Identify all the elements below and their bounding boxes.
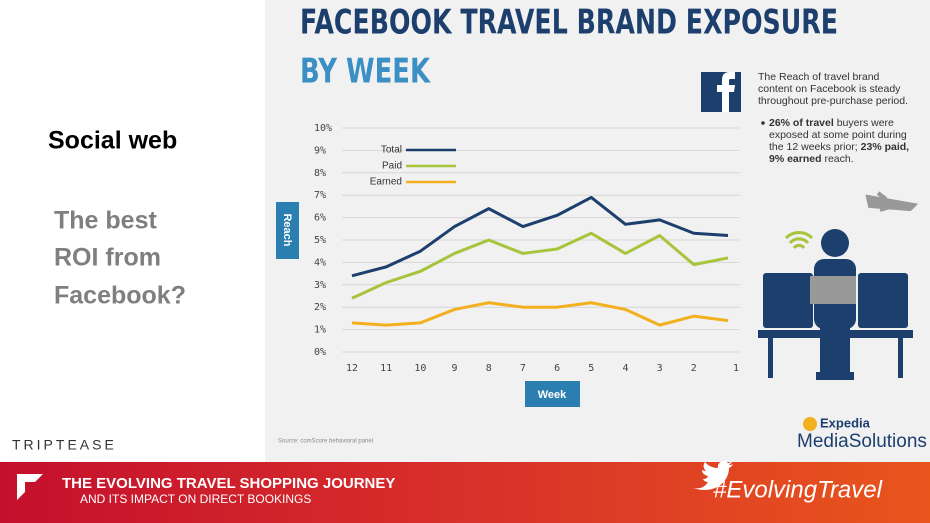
x-tick-label: 8 xyxy=(486,363,492,374)
logo-mark xyxy=(803,417,817,431)
banner-title: THE EVOLVING TRAVEL SHOPPING JOURNEY xyxy=(62,475,395,492)
banner xyxy=(0,462,930,523)
y-tick-label: 9% xyxy=(314,145,326,156)
legend-label: Paid xyxy=(382,161,402,172)
series-line xyxy=(351,301,729,327)
x-tick-label: 2 xyxy=(691,363,697,374)
wifi xyxy=(784,231,814,250)
banner-subtitle: AND ITS IMPACT ON DIRECT BOOKINGS xyxy=(80,492,311,506)
twitter-icon xyxy=(688,461,733,490)
x-tick-label: 12 xyxy=(346,363,358,374)
y-tick-label: 6% xyxy=(314,213,326,224)
bullet-line: 26% of travel buyers were xyxy=(769,117,894,129)
note-line: throughout pre-purchase period. xyxy=(758,95,908,107)
x-tick-label: 9 xyxy=(452,363,458,374)
plane xyxy=(865,191,919,212)
hashtag: #EvolvingTravel xyxy=(713,476,883,503)
y-tick-label: 3% xyxy=(314,280,326,291)
y-axis-label: Reach xyxy=(281,213,293,246)
chart-subtitle: BY WEEK xyxy=(300,52,431,92)
facebook-glyph xyxy=(717,72,735,112)
legend-label: Earned xyxy=(370,177,402,188)
banner-logo xyxy=(17,474,43,500)
bullet-text: reach. xyxy=(822,153,854,165)
bullet-line: the 12 weeks prior; 23% paid, xyxy=(769,141,909,153)
x-tick-label: 3 xyxy=(657,363,663,374)
bullet-text: exposed at some point during xyxy=(769,129,907,141)
bullet-bold: 26% of travel xyxy=(769,117,834,129)
y-tick-label: 1% xyxy=(314,325,326,336)
y-tick-label: 7% xyxy=(314,190,326,201)
bullet-bold: 23% paid, xyxy=(861,141,910,153)
laptop xyxy=(810,276,856,304)
bullet-text: the 12 weeks prior; xyxy=(769,141,861,153)
x-tick-label: 6 xyxy=(554,363,560,374)
y-tick-label: 4% xyxy=(314,257,326,268)
note-line: The Reach of travel brand xyxy=(758,71,880,83)
logo-top: Expedia xyxy=(820,415,871,430)
chart-panel xyxy=(265,0,930,462)
x-label-box xyxy=(525,381,580,407)
slide-question: The best xyxy=(54,207,157,235)
bullet-bold: 9% earned xyxy=(769,153,822,165)
brand: TRIPTEASE xyxy=(12,437,117,453)
bullet-line: 9% earned reach. xyxy=(769,153,854,165)
note-line: content on Facebook is steady xyxy=(758,83,901,95)
x-tick-label: 1 xyxy=(733,363,739,374)
x-axis-label: Week xyxy=(538,389,567,401)
x-tick-label: 4 xyxy=(622,363,628,374)
series-line xyxy=(351,231,729,300)
y-tick-label: 2% xyxy=(314,302,326,313)
source: Source: comScore behavioral panel xyxy=(278,439,373,445)
y-tick-label: 5% xyxy=(314,235,326,246)
bullet-text: buyers were xyxy=(834,117,894,129)
bullet-dot xyxy=(761,121,765,125)
series-line xyxy=(351,195,729,278)
x-tick-label: 11 xyxy=(380,363,392,374)
y-label-box xyxy=(276,202,299,259)
bullet-line: exposed at some point during xyxy=(769,129,907,141)
y-tick-label: 10% xyxy=(314,123,332,134)
chart-title: FACEBOOK TRAVEL BRAND EXPOSURE xyxy=(300,3,838,43)
x-tick-label: 10 xyxy=(414,363,426,374)
slide-heading: Social web xyxy=(48,127,177,155)
y-tick-label: 0% xyxy=(314,347,326,358)
x-tick-label: 7 xyxy=(520,363,526,374)
slide-question: Facebook? xyxy=(54,282,186,310)
y-tick-label: 8% xyxy=(314,168,326,179)
logo-bottom: MediaSolutions xyxy=(797,431,927,452)
slide-question: ROI from xyxy=(54,244,161,272)
x-tick-label: 5 xyxy=(588,363,594,374)
legend-label: Total xyxy=(381,145,402,156)
